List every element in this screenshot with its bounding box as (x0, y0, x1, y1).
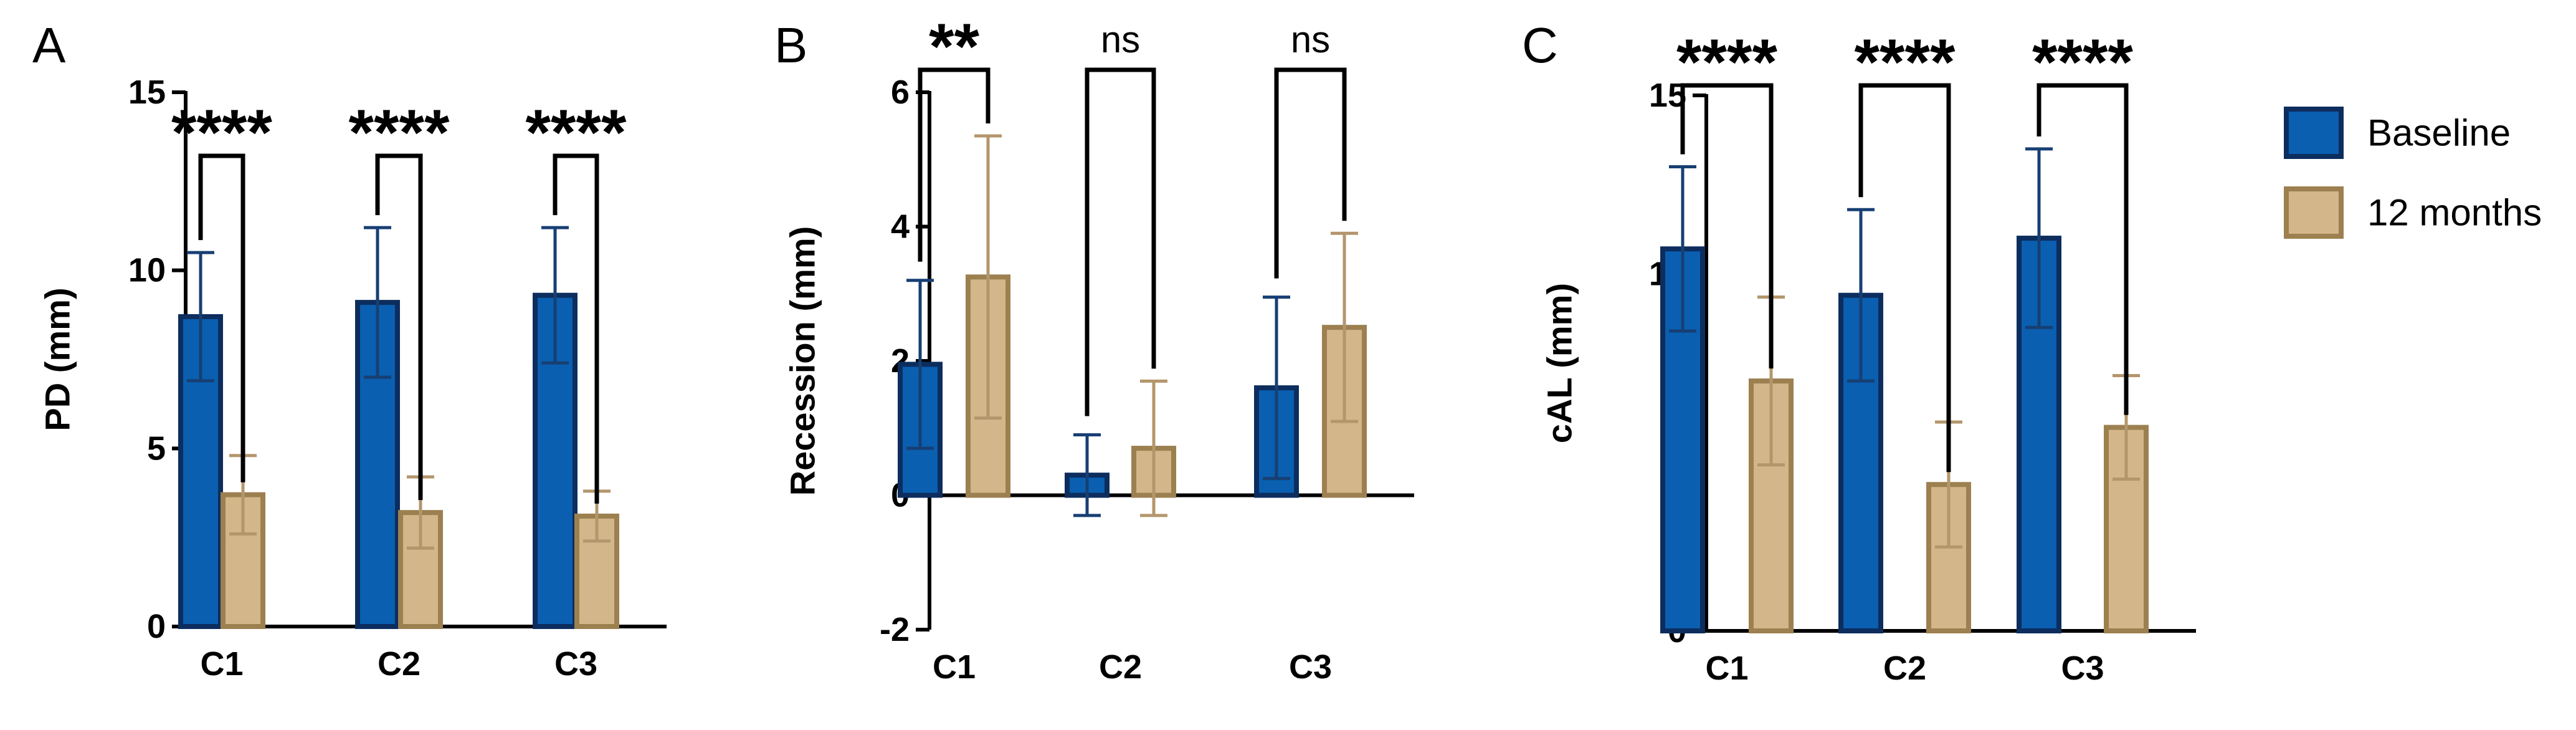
significance-bracket (1274, 67, 1347, 279)
significance-label: **** (2032, 26, 2133, 98)
x-category-label: C3 (2061, 650, 2104, 687)
significance-bracket (918, 67, 991, 262)
significance-label: **** (1855, 26, 1956, 98)
significance-bracket (553, 153, 599, 504)
significance-label: ns (1291, 19, 1330, 60)
x-category-label: C2 (378, 645, 421, 683)
y-axis-title: Recession (mm) (783, 226, 822, 496)
significance-label: ** (929, 11, 979, 83)
significance-label: **** (349, 97, 450, 169)
bar-12-months-c1 (1749, 378, 1794, 634)
legend-swatch-baseline (2284, 107, 2344, 159)
significance-bracket (1085, 67, 1156, 416)
y-tick-label: 5 (147, 430, 166, 467)
x-category-label: C2 (1883, 650, 1926, 687)
y-tick-label: 10 (128, 252, 166, 289)
significance-label: **** (526, 97, 627, 169)
legend: Baseline 12 months (2284, 107, 2542, 239)
x-category-label: C1 (200, 645, 243, 683)
x-category-label: C3 (554, 645, 597, 683)
x-category-label: C1 (933, 648, 976, 686)
significance-label: **** (171, 97, 272, 169)
y-tick-label: -2 (880, 611, 910, 648)
significance-bracket (2037, 83, 2129, 415)
x-category-label: C3 (1289, 648, 1332, 686)
significance-label: **** (1676, 26, 1777, 98)
significance-bracket (1858, 83, 1951, 473)
x-category-label: C2 (1099, 648, 1142, 686)
y-axis-title: PD (mm) (38, 287, 77, 431)
legend-label-12-months: 12 months (2367, 192, 2542, 234)
y-tick-label: 15 (1649, 77, 1686, 114)
significance-bracket (198, 153, 245, 483)
y-axis-title: cAL (mm) (1540, 283, 1579, 443)
y-tick-label: 15 (128, 74, 166, 111)
y-tick-label: 0 (147, 608, 166, 645)
chart-panel-a: A PD (mm) 0 5 10 15 C1 **** C2 **** C3 **** (32, 17, 667, 683)
panel-letter: B (774, 17, 807, 73)
significance-label: ns (1101, 19, 1140, 60)
panel-letter: A (32, 17, 66, 73)
legend-label-baseline: Baseline (2367, 112, 2511, 154)
legend-swatch-12-months (2284, 186, 2344, 239)
significance-bracket (375, 153, 423, 501)
bar-12-months-c3 (574, 513, 619, 629)
x-category-label: C1 (1705, 650, 1748, 687)
y-tick-label: 4 (891, 208, 910, 246)
significance-bracket (1680, 83, 1774, 369)
y-tick-label: 6 (891, 74, 910, 111)
panel-letter: C (1522, 17, 1558, 73)
